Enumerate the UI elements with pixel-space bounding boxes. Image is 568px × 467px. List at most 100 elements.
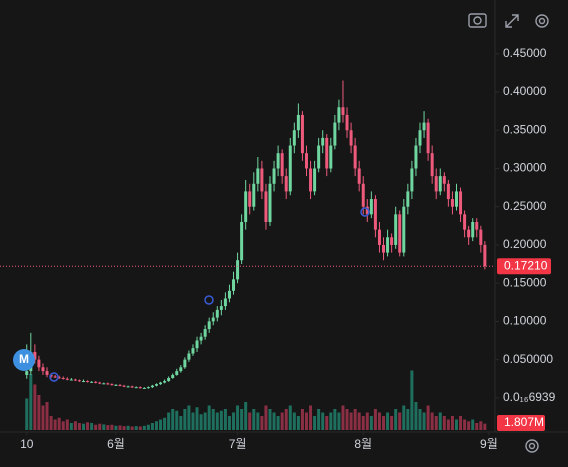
candle-body — [33, 352, 37, 360]
volume-bar — [199, 414, 203, 430]
volume-bar — [317, 409, 321, 430]
x-tick-label: 8월 — [354, 437, 372, 451]
candle-body — [82, 381, 86, 383]
candle-body — [296, 114, 300, 131]
candle-body — [313, 168, 317, 192]
x-tick-label: 7월 — [229, 437, 247, 451]
volume-bar — [163, 417, 167, 430]
volume-bar — [479, 421, 483, 430]
volume-bar — [398, 412, 402, 430]
candle-body — [223, 298, 227, 307]
candle-body — [90, 381, 94, 383]
volume-bar — [219, 410, 223, 430]
volume-bar — [446, 419, 450, 430]
y-tick-label: 0.0₁₆6939 — [503, 390, 556, 404]
volume-bar — [430, 412, 434, 430]
volume-bar — [438, 412, 442, 430]
settings-button[interactable] — [535, 14, 549, 28]
volume-bar — [98, 423, 102, 430]
volume-bar — [300, 409, 304, 430]
candle-body — [98, 382, 102, 384]
candle-body — [227, 290, 231, 299]
volume-bar — [414, 402, 418, 430]
candle-body — [260, 168, 264, 192]
y-tick-label: 0.45000 — [503, 46, 547, 60]
volume-bar — [122, 426, 126, 430]
volume-bar — [244, 402, 248, 430]
candle-body — [57, 377, 61, 379]
volume-bar — [86, 422, 90, 430]
candle-body — [479, 229, 483, 245]
candle-body — [406, 191, 410, 207]
volume-bar — [361, 416, 365, 430]
volume-bar — [377, 412, 381, 430]
candle-body — [138, 387, 142, 389]
volume-bar — [357, 412, 361, 430]
last-price-label: 0.17210 — [504, 258, 548, 272]
candle-body — [325, 137, 329, 169]
volume-bar — [102, 424, 106, 430]
candle-body — [475, 222, 479, 230]
volume-bar — [146, 424, 150, 430]
volume-bar — [422, 412, 426, 430]
volume-bar — [195, 407, 199, 430]
candle-body — [65, 378, 69, 380]
candle-body — [256, 168, 260, 184]
volume-bar — [207, 405, 211, 430]
candle-body — [467, 229, 471, 238]
candle-body — [284, 176, 288, 192]
volume-bar — [33, 384, 37, 430]
last-volume-label: 1.807M — [504, 415, 544, 429]
candle-body — [357, 168, 361, 184]
volume-bar — [134, 426, 138, 430]
volume-bar — [402, 405, 406, 430]
candle-body — [341, 107, 345, 115]
candle-body — [365, 206, 369, 215]
plot — [25, 80, 487, 430]
volume-bar — [333, 409, 337, 430]
candle-body — [61, 378, 65, 379]
volume-bar — [454, 419, 458, 430]
candle-body — [25, 371, 29, 375]
volume-bar — [467, 421, 471, 430]
candle-body — [53, 376, 57, 378]
volume-bar — [223, 409, 227, 430]
candle-body — [402, 206, 406, 253]
volume-bar — [236, 405, 240, 430]
volume-bar — [171, 409, 175, 430]
volume-bar — [406, 409, 410, 430]
volume-bar — [29, 374, 33, 430]
candle-body — [361, 183, 365, 207]
candle-body — [45, 371, 49, 375]
camera-button[interactable] — [468, 13, 487, 28]
candle-body — [349, 130, 353, 146]
volume-bar — [37, 395, 41, 430]
volume-bar — [390, 416, 394, 430]
volume-bar — [57, 417, 61, 430]
time-scale-settings[interactable] — [525, 439, 539, 453]
candle-body — [203, 329, 207, 337]
fullscreen-button[interactable] — [505, 14, 519, 28]
candle-body — [130, 386, 134, 388]
volume-bar — [159, 419, 163, 430]
volume-bar — [211, 409, 215, 430]
volume-bar — [394, 409, 398, 430]
candle-body — [454, 191, 458, 207]
candle-body — [167, 378, 171, 382]
volume-bar — [475, 423, 479, 430]
volume-bar — [442, 416, 446, 430]
candle-body — [345, 114, 349, 131]
candle-body — [49, 374, 53, 377]
volume-bar — [227, 416, 231, 430]
y-tick-label: 0.35000 — [503, 122, 547, 136]
candle-body — [236, 260, 240, 280]
candle-body — [471, 222, 475, 238]
candle-body — [248, 191, 252, 207]
volume-bar — [268, 409, 272, 430]
volume-bar — [264, 405, 268, 430]
x-tick-label: 9월 — [480, 437, 498, 451]
candle-body — [459, 191, 463, 215]
m-badge[interactable]: M — [13, 349, 35, 371]
candle-body — [386, 237, 390, 253]
